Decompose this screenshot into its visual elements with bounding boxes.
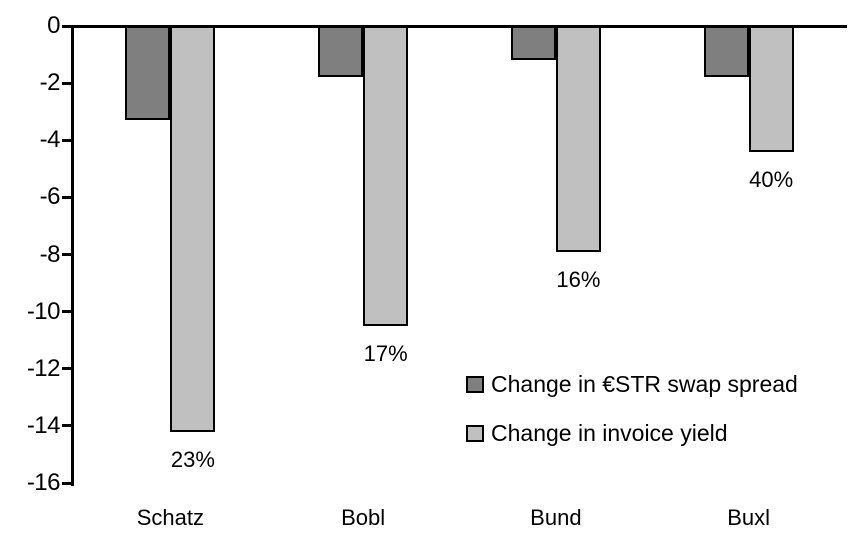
legend-item-invoice-yield: Change in invoice yield (466, 421, 798, 445)
bar-value-label: 16% (556, 266, 601, 292)
bar-value-label: 17% (363, 340, 408, 366)
legend-item-swap-spread: Change in €STR swap spread (466, 372, 798, 396)
y-tick-label: -8 (39, 240, 61, 268)
legend: Change in €STR swap spread Change in inv… (466, 372, 798, 470)
y-tick-label: -16 (26, 469, 61, 496)
y-tick-label: -2 (39, 69, 61, 97)
bar-swap-spread (510, 26, 556, 61)
y-tick (62, 481, 74, 485)
bar-value-label: 23% (170, 446, 215, 472)
bar-value-label: 40% (749, 166, 794, 192)
legend-label-invoice-yield: Change in invoice yield (491, 420, 728, 446)
legend-label-swap-spread: Change in €STR swap spread (491, 371, 798, 397)
y-tick (62, 24, 74, 28)
bar-invoice-yield (555, 26, 601, 252)
y-tick-label: -4 (39, 126, 61, 154)
y-tick (62, 138, 74, 142)
legend-swatch-swap-spread (466, 375, 484, 393)
y-tick (62, 81, 74, 85)
y-tick-label: -14 (26, 411, 61, 439)
y-tick (62, 424, 74, 428)
bar-swap-spread (125, 26, 171, 121)
y-tick (62, 253, 74, 256)
bar-swap-spread (318, 26, 364, 78)
y-tick-label: -6 (39, 183, 61, 211)
x-category-label: Buxl (727, 505, 771, 530)
y-tick (62, 310, 74, 314)
y-tick (62, 367, 74, 371)
bar-invoice-yield (748, 26, 794, 152)
legend-swatch-invoice-yield (466, 424, 484, 442)
bar-invoice-yield (363, 26, 409, 326)
x-category-label: Schatz (136, 505, 204, 530)
bar-invoice-yield (170, 26, 216, 432)
bar-swap-spread (703, 26, 749, 78)
x-axis-zero-line (71, 25, 847, 28)
y-tick-label: -12 (26, 354, 61, 382)
y-tick (62, 195, 74, 199)
y-tick-label: -10 (26, 297, 61, 325)
y-tick-label: 0 (47, 12, 60, 39)
x-category-label: Bobl (341, 505, 386, 530)
x-category-label: Bund (530, 505, 582, 530)
